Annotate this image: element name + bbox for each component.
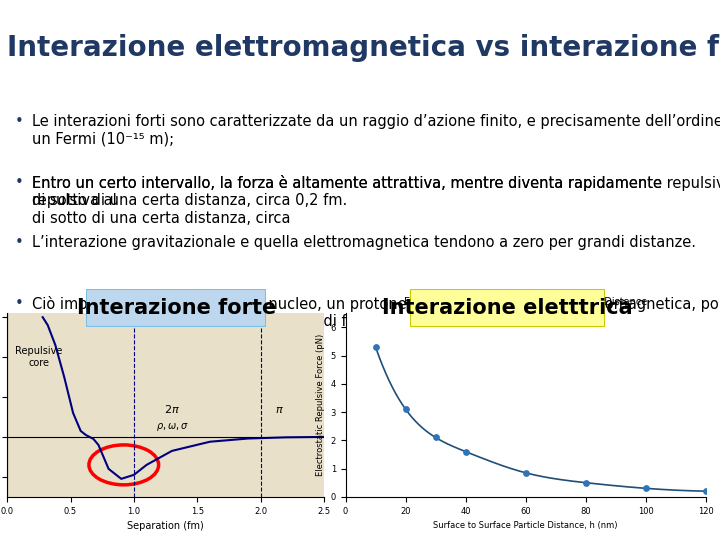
Text: $\pi$: $\pi$ [275,405,284,415]
Text: $2\pi$: $2\pi$ [164,403,180,415]
Point [430,433,441,442]
Text: Interazione forte: Interazione forte [77,298,276,318]
Text: $\rho, \omega, \sigma$: $\rho, \omega, \sigma$ [156,421,189,433]
Point [520,469,531,477]
Text: L’interazione gravitazionale e quella elettromagnetica tendono a zero per grandi: L’interazione gravitazionale e quella el… [32,235,696,251]
Point [700,487,711,496]
Point [400,405,411,414]
X-axis label: Surface to Surface Particle Distance, h (nm): Surface to Surface Particle Distance, h … [433,521,618,530]
Point [460,447,472,456]
FancyBboxPatch shape [86,289,266,327]
Title: Electrostatic Repulsive Force vs. Particle Distance: Electrostatic Repulsive Force vs. Partic… [404,297,647,307]
Point [580,478,591,487]
Text: •: • [14,175,23,190]
Text: Entro un certo intervallo, la forza è altamente attrattiva, mentre diventa rapid: Entro un certo intervallo, la forza è al… [32,175,720,208]
Text: Interazione elettromagnetica vs interazione forte: Interazione elettromagnetica vs interazi… [7,34,720,62]
Text: Entro un certo intervallo, la forza è altamente attrattiva, mentre diventa rapid: Entro un certo intervallo, la forza è al… [32,175,662,226]
FancyBboxPatch shape [410,289,605,327]
Text: Le interazioni forti sono caratterizzate da un raggio d’azione finito, e precisa: Le interazioni forti sono caratterizzate… [32,114,720,147]
Text: •: • [14,235,23,251]
Point [640,484,652,492]
Text: •: • [14,296,23,311]
Text: Ciò implica che, al di fuori di un nucleo, un protone avverte solo la forza elet: Ciò implica che, al di fuori di un nucle… [32,296,720,329]
Text: •: • [14,114,23,130]
X-axis label: Separation (fm): Separation (fm) [127,521,204,531]
Text: Entro un certo intervallo, la forza è altamente attrattiva, mentre diventa rapid: Entro un certo intervallo, la forza è al… [32,175,720,208]
Text: Interazione eletttrica: Interazione eletttrica [382,298,633,318]
Point [370,343,382,352]
Y-axis label: Electrostatic Repulsive Force (pN): Electrostatic Repulsive Force (pN) [316,334,325,476]
Text: Repulsive
core: Repulsive core [15,346,63,368]
